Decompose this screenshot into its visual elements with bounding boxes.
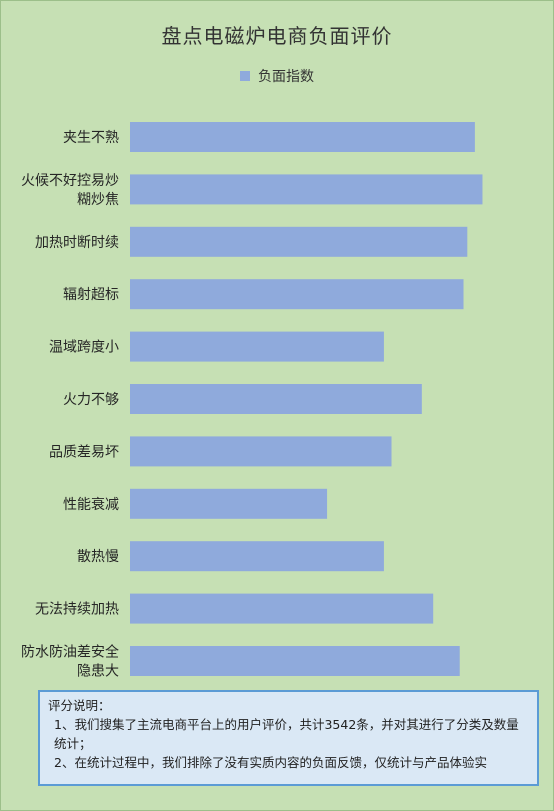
category-label-4: 辐射超标: [63, 287, 119, 303]
category-label-8: 性能衰减: [63, 496, 119, 513]
bar-3: [130, 226, 468, 257]
note-line-2: 2、在统计过程中，我们排除了没有实质内容的负面反馈，仅统计与产品体验实: [54, 755, 487, 770]
chart-legend: 负面指数: [0, 66, 554, 86]
bar-5: [130, 331, 384, 362]
category-label-1: 夹生不熟: [63, 130, 119, 146]
category-label-10: 无法持续加热: [35, 601, 119, 618]
bar-7: [130, 436, 392, 467]
legend-swatch: [240, 71, 250, 81]
bar-11: [130, 646, 460, 676]
bar-8: [130, 488, 328, 519]
note-line-1: 1、我们搜集了主流电商平台上的用户评价，共计3542条，并对其进行了分类及数量统…: [54, 717, 519, 751]
category-label-7: 品质差易坏: [49, 444, 119, 460]
bar-2: [130, 174, 483, 205]
bar-6: [130, 384, 422, 414]
category-label-2: 火候不好控易炒糊炒焦: [21, 173, 119, 208]
chart-title: 盘点电磁炉电商负面评价: [161, 24, 393, 48]
bar-1: [130, 122, 475, 152]
explanation-note: 评分说明： 1、我们搜集了主流电商平台上的用户评价，共计3542条，并对其进行了…: [38, 690, 539, 786]
category-label-3: 加热时断时续: [35, 234, 119, 251]
bar-10: [130, 593, 434, 624]
category-label-9: 散热慢: [77, 548, 119, 565]
note-heading: 评分说明：: [48, 698, 111, 713]
category-label-11: 防水防油差安全隐患大: [21, 644, 119, 680]
category-label-6: 火力不够: [63, 392, 119, 408]
bar-9: [130, 541, 384, 572]
category-label-5: 温域跨度小: [49, 340, 119, 356]
legend-label: 负面指数: [258, 69, 314, 85]
bar-4: [130, 279, 464, 310]
